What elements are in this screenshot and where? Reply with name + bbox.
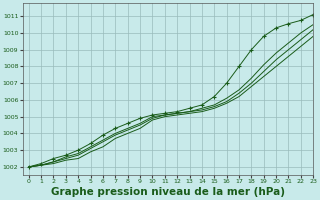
- X-axis label: Graphe pression niveau de la mer (hPa): Graphe pression niveau de la mer (hPa): [51, 187, 285, 197]
